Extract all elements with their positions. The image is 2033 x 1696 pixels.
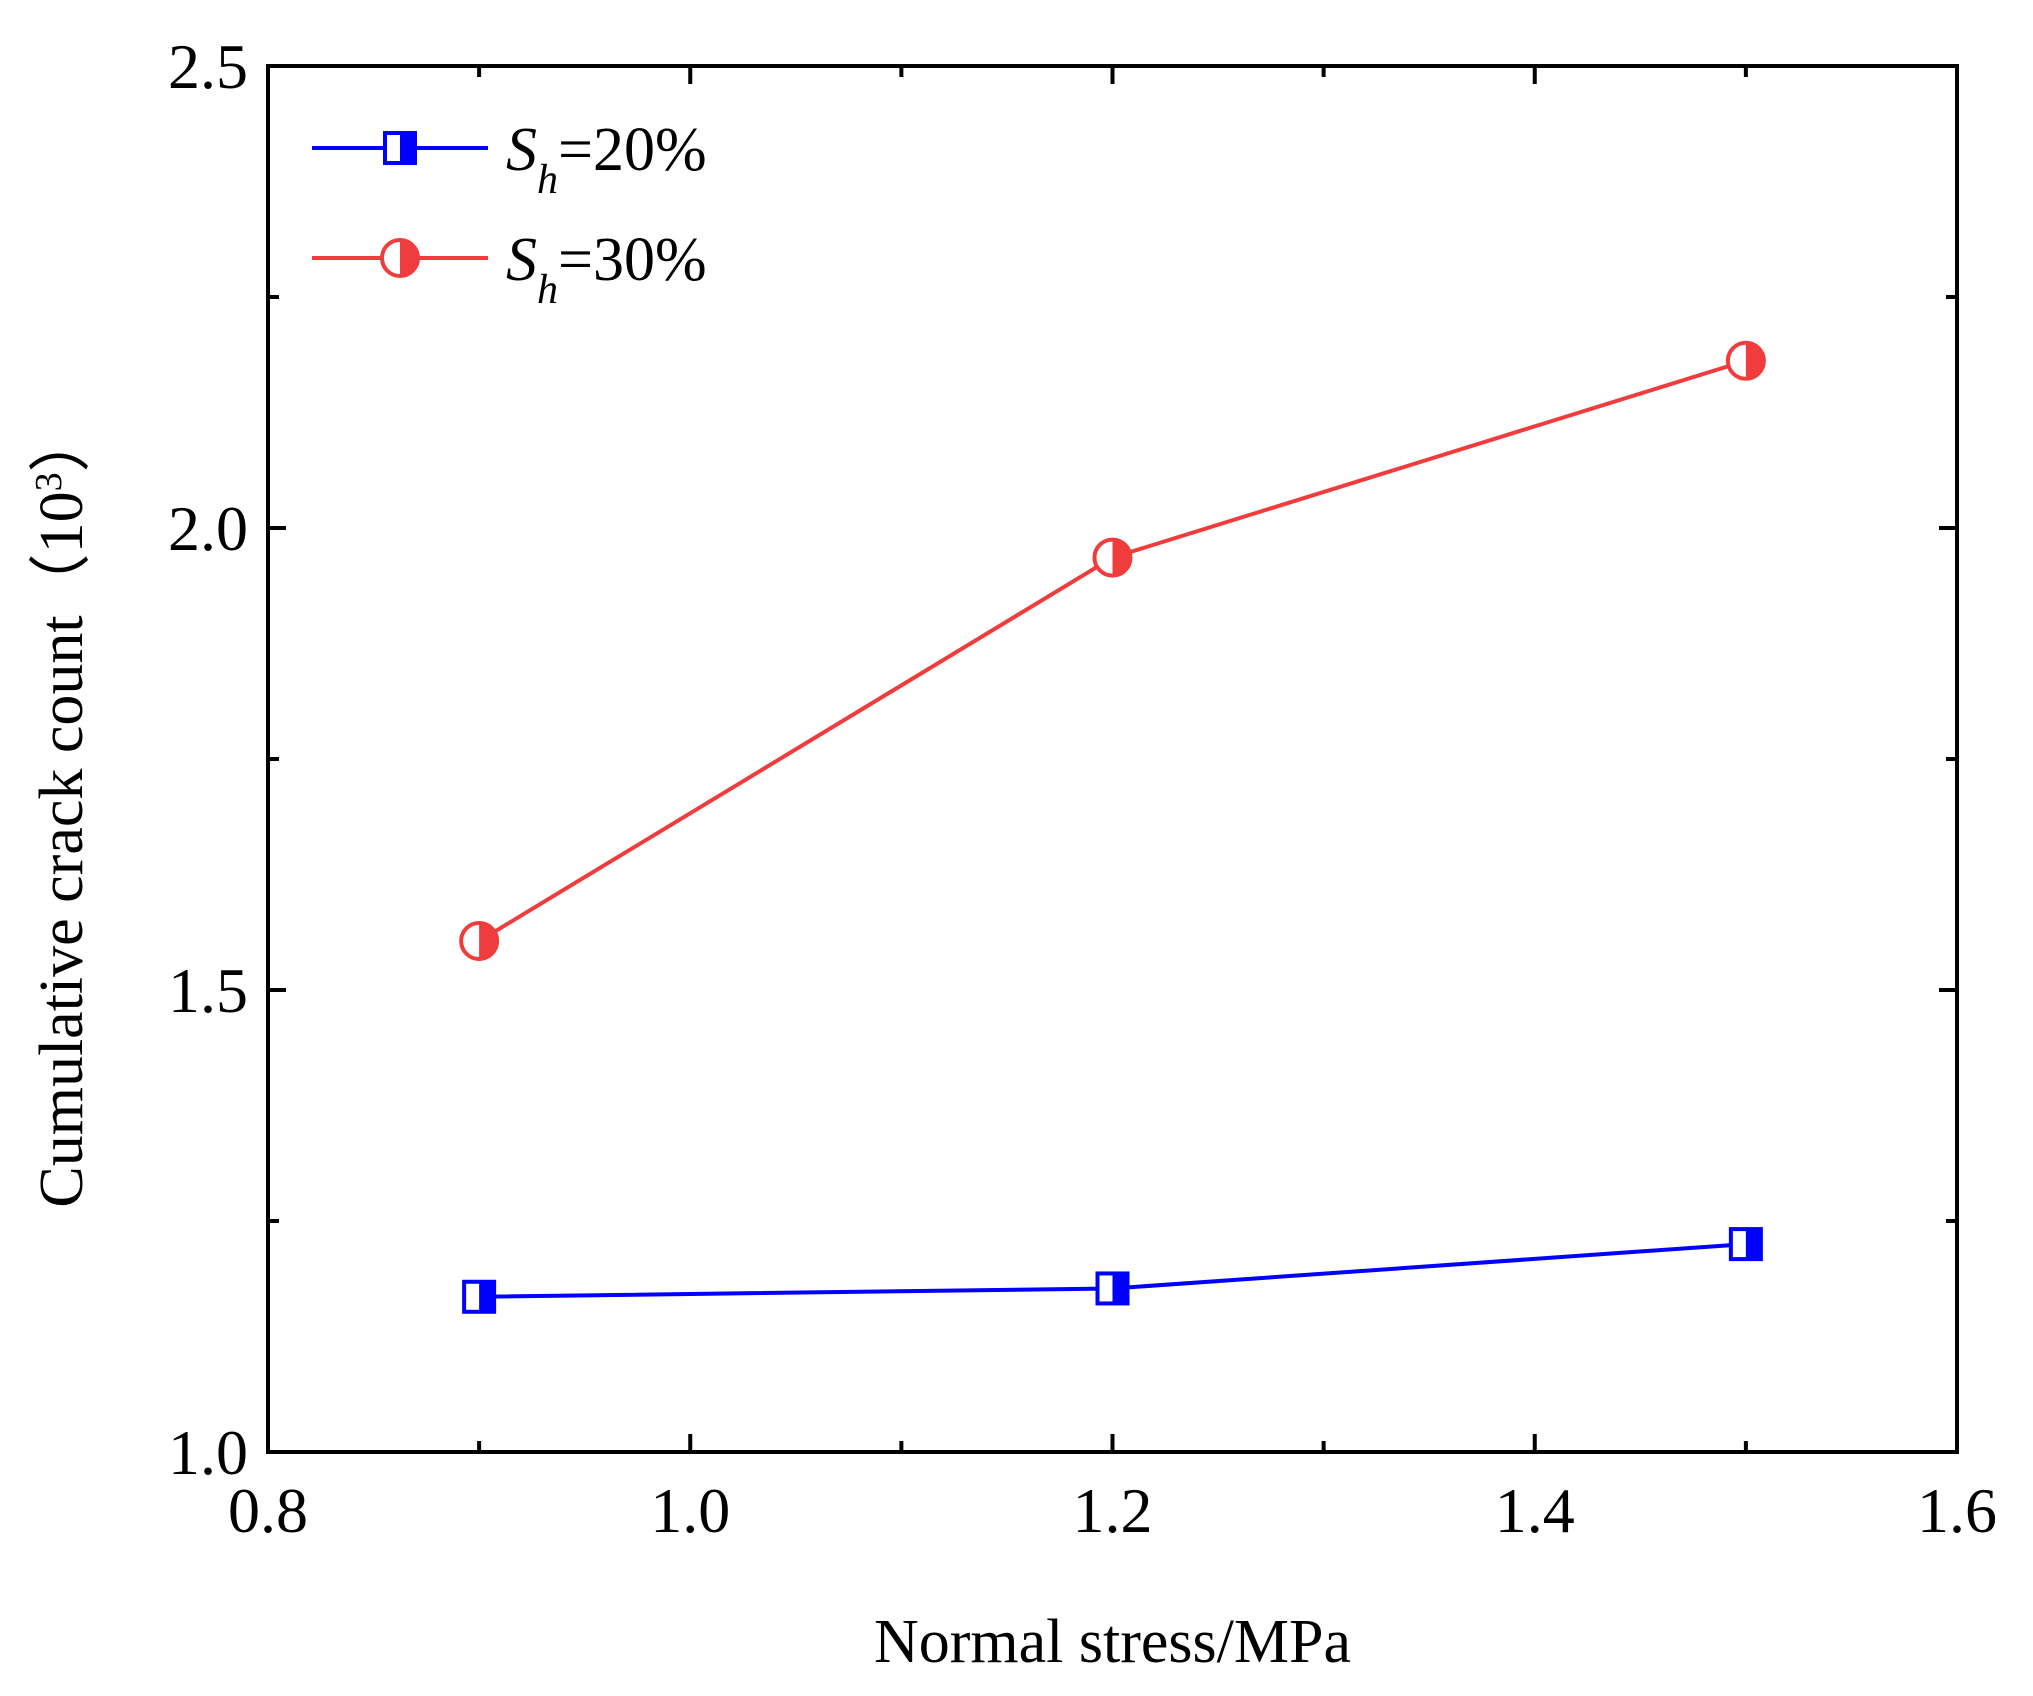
legend-label-0: Sh=20% — [506, 116, 707, 203]
legend-marker-1 — [380, 238, 420, 278]
x-tick-label-3: 1.4 — [1495, 1475, 1575, 1546]
legend-marker-shape-1 — [380, 238, 420, 278]
legend-label-1-rest: =30% — [558, 226, 707, 294]
legend-label-0-sub: h — [537, 157, 558, 203]
legend-marker-shape-0 — [383, 131, 417, 165]
legend-label-1-sub: h — [537, 267, 558, 313]
series-0-point-0 — [462, 1279, 497, 1314]
tick-labels: 0.8 1.0 1.2 1.4 1.61.01.52.02.5 — [168, 31, 1997, 1546]
series-line-1 — [478, 358, 1747, 943]
legend-label-0-rest: =20% — [558, 116, 707, 184]
y-tick-label-0: 1.0 — [168, 1417, 248, 1488]
legend-item-1: Sh=30% — [312, 226, 707, 313]
x-tick-label-0: 0.8 — [228, 1475, 308, 1546]
series-0-point-2 — [1728, 1227, 1763, 1262]
axis-ticks — [266, 64, 1959, 1454]
x-tick-label-4: 1.6 — [1917, 1475, 1997, 1546]
y-tick-label-2: 2.0 — [168, 493, 248, 564]
legend-label-1-var: S — [506, 226, 537, 294]
series-1-point-0 — [459, 921, 500, 962]
series-0-point-1 — [1095, 1271, 1130, 1306]
y-axis-title-text: Cumulative crack count（10 — [28, 491, 96, 1207]
y-tick-label-3: 2.5 — [168, 31, 248, 102]
legend-label-1: Sh=30% — [506, 226, 707, 313]
legend-item-0: Sh=20% — [312, 116, 707, 203]
x-tick-label-1: 1.0 — [650, 1475, 730, 1546]
legend-label-0-var: S — [506, 116, 537, 184]
x-tick-label-2: 1.2 — [1073, 1475, 1153, 1546]
legend: Sh=20% Sh=30% — [312, 116, 707, 313]
series-1-point-2 — [1725, 340, 1766, 381]
series-1-point-1 — [1092, 537, 1133, 578]
y-tick-label-1: 1.5 — [168, 955, 248, 1026]
y-axis-title-close: ） — [28, 410, 96, 472]
y-axis-title: Cumulative crack count（103） — [28, 410, 96, 1207]
x-axis-title: Normal stress/MPa — [874, 1608, 1351, 1676]
series-layer — [459, 340, 1766, 1314]
legend-marker-0 — [383, 131, 417, 165]
y-axis-title-sup: 3 — [28, 472, 70, 491]
